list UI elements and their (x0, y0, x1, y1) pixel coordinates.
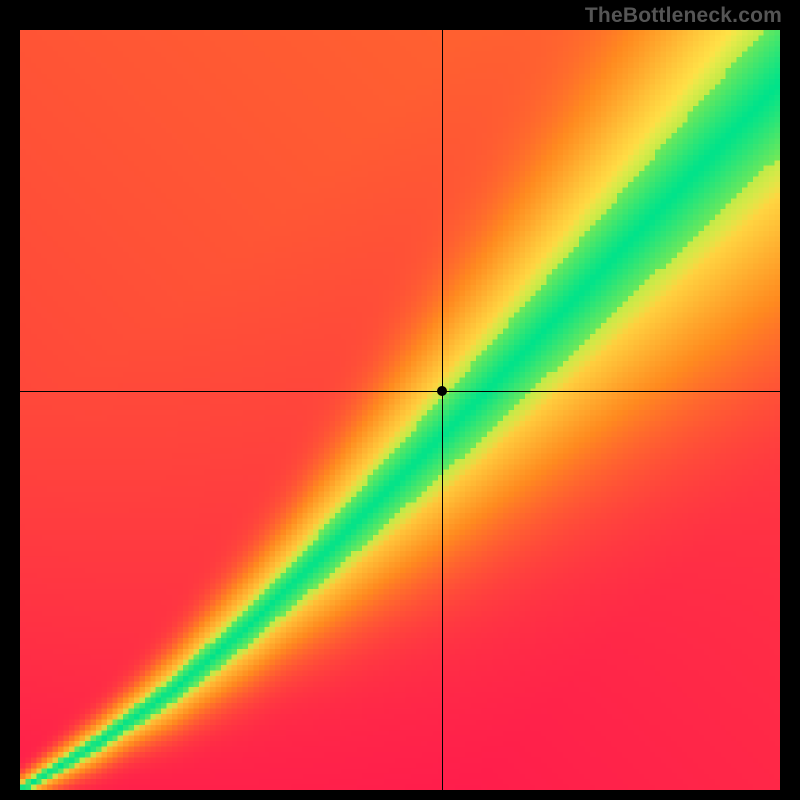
chart-container: TheBottleneck.com (0, 0, 800, 800)
crosshair-vertical (442, 30, 443, 790)
crosshair-horizontal (20, 391, 780, 392)
crosshair-marker (437, 386, 447, 396)
watermark-text: TheBottleneck.com (585, 4, 782, 28)
heatmap-canvas (20, 30, 780, 790)
